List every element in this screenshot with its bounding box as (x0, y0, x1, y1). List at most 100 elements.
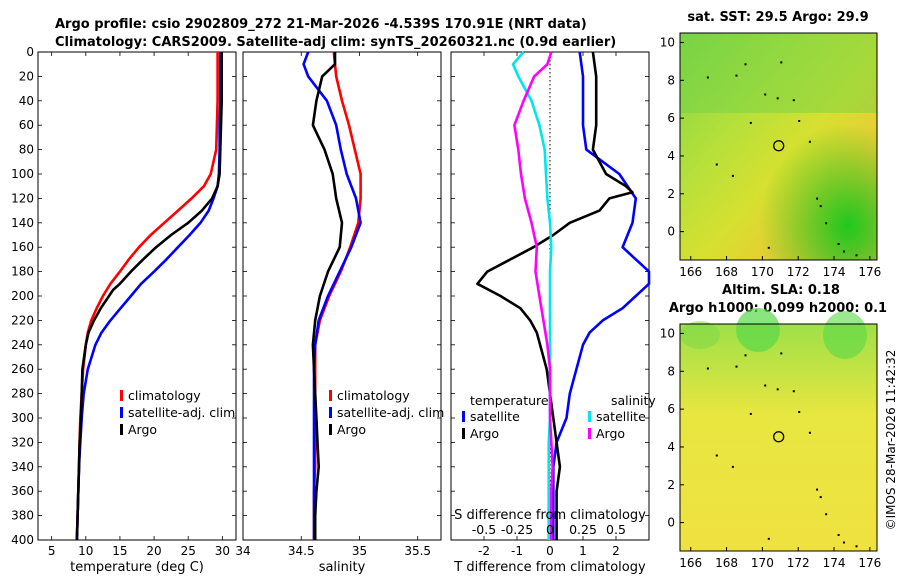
map-x-tick-label: 176 (858, 556, 881, 570)
difference-x-tick-label: 0 (546, 544, 554, 558)
legend-swatch (588, 411, 591, 422)
temperature-series-argo (75, 52, 223, 541)
map-y-tick-label: 2 (667, 478, 675, 492)
legend-swatch (329, 424, 332, 435)
difference-top-tick-label: -0.25 (501, 522, 533, 537)
header-line2: Climatology: CARS2009. Satellite-adj cli… (55, 35, 616, 50)
island-speck (776, 97, 779, 100)
map-x-tick-label: 166 (679, 265, 702, 279)
difference-series-salinity-satellite (511, 51, 553, 540)
island-speck (715, 163, 718, 166)
legend-salinity-title: salinity (611, 393, 656, 408)
legend-swatch (462, 411, 465, 422)
salinity-x-tick-label: 35 (352, 544, 367, 558)
salinity-frame (242, 51, 442, 541)
island-speck (706, 367, 709, 370)
sla-map-high-patch-2 (823, 311, 867, 359)
legend-swatch (329, 407, 332, 418)
map-y-tick-label: 2 (667, 187, 675, 201)
depth-tick-label: 0 (26, 45, 34, 59)
island-speck (764, 384, 767, 387)
map-y-tick-label: 0 (667, 516, 675, 530)
map-y-tick-label: 10 (660, 35, 675, 49)
map-y-tick-label: 6 (667, 402, 675, 416)
island-speck (808, 140, 811, 143)
island-speck (767, 537, 770, 540)
difference-series-temperature-argo (476, 51, 634, 540)
island-speck (792, 99, 795, 102)
island-speck (855, 254, 858, 257)
legend-label: satellite (470, 409, 520, 424)
depth-tick-label: 380 (11, 509, 34, 523)
difference-x-label: T difference from climatology (453, 560, 646, 575)
sla-map-high-patch-1 (736, 308, 780, 352)
difference-series-salinity-argo (513, 51, 554, 540)
salinity-series-satellite-adj-clim (302, 51, 362, 540)
salinity-x-tick-label: 35.5 (404, 544, 431, 558)
depth-axis: 0 20 40 60 80 100 120 140 160 180 200 220 240 260 280 3… (11, 45, 34, 547)
difference-top-tick-label: 0 (546, 522, 554, 537)
depth-tick-label: 140 (11, 216, 34, 230)
legend-label-2: Argo (128, 422, 157, 437)
difference-top-tick-label: 0.5 (606, 522, 626, 537)
difference-x-tick-label: -2 (478, 544, 490, 558)
depth-tick-label: 160 (11, 240, 34, 254)
temperature-x-tick-label: 25 (181, 544, 196, 558)
island-speck (798, 120, 801, 122)
legend-swatch (120, 424, 123, 435)
depth-tick-label: 100 (11, 167, 34, 181)
temperature-x-tick-label: 10 (78, 544, 93, 558)
island-speck (764, 93, 767, 96)
temperature-frame (37, 51, 237, 541)
sst-map-cool-patch (680, 33, 877, 260)
sla-map-title-line2: Argo h1000: 0.099 h2000: 0.1 (669, 301, 887, 316)
map-x-tick-label: 166 (679, 556, 702, 570)
legend-swatch (120, 407, 123, 418)
island-speck (843, 541, 845, 544)
depth-tick-label: 220 (11, 313, 34, 327)
island-speck (731, 174, 734, 177)
salinity-panel: 34 34.5 35 35.5 salinity climatology satellite… (235, 51, 444, 575)
difference-panel: -2 -1 0 1 2 T difference from climatology S di… (450, 51, 656, 575)
sla-map-title-line1: Altim. SLA: 0.18 (722, 283, 840, 298)
sla-map-high-patch-3 (680, 321, 720, 349)
island-speck (780, 352, 783, 355)
legend-label-1: satellite-adj. clim (337, 405, 444, 420)
footer-stamp: ©IMOS 28-Mar-2026 11:42:32 (884, 350, 898, 531)
difference-x-tick-label: 1 (579, 544, 587, 558)
legend-swatch (462, 428, 465, 439)
legend-label-0: climatology (337, 388, 410, 403)
depth-tick-label: 180 (11, 265, 34, 279)
difference-top-label: S difference from climatology (454, 508, 646, 523)
island-speck (744, 354, 747, 357)
salinity-series-argo (311, 52, 344, 540)
map-y-tick-label: 6 (667, 111, 675, 125)
island-speck (819, 205, 822, 208)
island-speck (792, 390, 795, 393)
salinity-x-label: salinity (319, 560, 366, 575)
island-speck (855, 545, 858, 548)
sst-map-north-band (680, 33, 877, 113)
map-x-tick-label: 174 (823, 265, 846, 279)
legend-swatch (329, 390, 332, 401)
salinity-x-tick-label: 34 (235, 544, 250, 558)
map-y-tick-label: 8 (667, 364, 675, 378)
island-speck (825, 222, 828, 225)
legend-swatch (120, 390, 123, 401)
map-x-tick-label: 172 (787, 265, 810, 279)
island-speck (843, 250, 845, 253)
sst-map-frame (679, 32, 878, 261)
island-speck (735, 74, 738, 77)
legend-label: Argo (470, 426, 499, 441)
island-speck (808, 431, 811, 434)
map-y-tick-label: 4 (667, 440, 675, 454)
sla-map-field (680, 324, 877, 551)
temperature-x-tick-label: 5 (48, 544, 56, 558)
temperature-x-tick-label: 20 (146, 544, 161, 558)
depth-tick-label: 340 (11, 460, 34, 474)
sla-map-islands (706, 352, 858, 548)
island-speck (749, 121, 752, 124)
difference-x-tick-label: 2 (612, 544, 620, 558)
map-x-tick-label: 174 (823, 556, 846, 570)
